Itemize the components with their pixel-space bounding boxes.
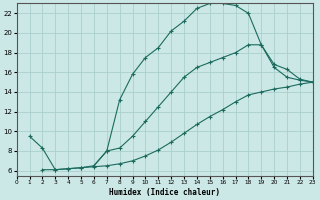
X-axis label: Humidex (Indice chaleur): Humidex (Indice chaleur) — [109, 188, 220, 197]
